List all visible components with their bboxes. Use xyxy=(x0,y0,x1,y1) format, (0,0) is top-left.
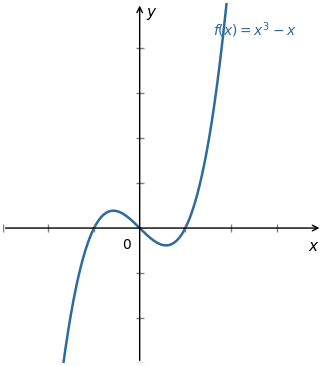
Text: 0: 0 xyxy=(122,238,131,252)
Text: x: x xyxy=(309,239,318,254)
Text: y: y xyxy=(147,5,156,20)
Text: $f(x) = x^3 - x$: $f(x) = x^3 - x$ xyxy=(213,21,296,40)
